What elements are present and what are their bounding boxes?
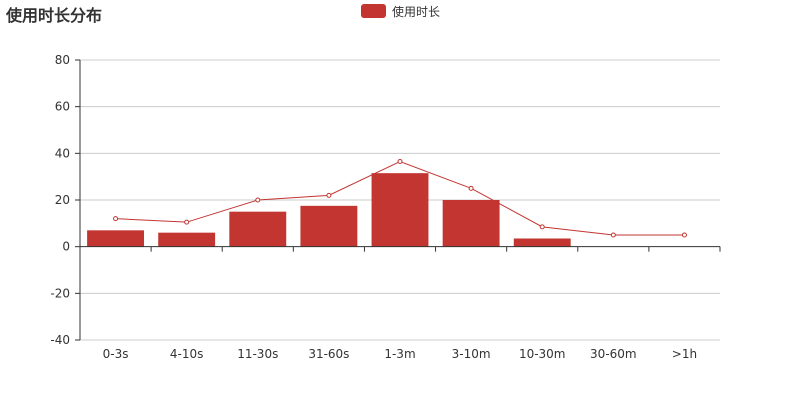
bar [442,200,500,247]
legend-label[interactable]: 使用时长 [392,4,440,19]
bar [229,211,287,247]
legend-swatch[interactable] [361,4,386,18]
line-point [326,192,332,198]
x-tick-label: 1-3m [384,347,415,361]
line-point [681,232,687,238]
x-tick-label: 11-30s [237,347,278,361]
line-point [468,185,474,191]
line-series [113,159,687,238]
bar [513,238,571,247]
x-tick-label: >1h [672,347,697,361]
y-tick-label: 0 [62,240,70,254]
line-point [397,159,403,164]
y-tick-label: -20 [50,286,70,300]
x-tick-label: 30-60m [590,347,637,361]
line-point [184,219,190,225]
y-tick-label: 60 [55,100,70,114]
chart-title: 使用时长分布 [6,6,103,25]
x-tick-label: 31-60s [308,347,349,361]
line-point [255,197,261,203]
bar [158,232,216,247]
x-tick-label: 10-30m [519,347,566,361]
y-tick-label: 20 [55,193,70,207]
bar-series [87,173,571,247]
legend[interactable]: 使用时长 [361,4,440,19]
y-tick-label: 40 [55,146,70,160]
line-point [610,232,616,238]
bar [87,230,144,247]
x-axis: 0-3s 4-10s 11-30s 31-60s 1-3m 3-10m 10-30m 30-6… [79,246,721,361]
line-point [539,224,545,230]
y-axis: 80 60 40 20 0 -20 -40 [50,53,81,347]
y-tick-label: -40 [50,333,70,347]
line-point [113,216,119,222]
x-tick-label: 4-10s [170,347,204,361]
x-tick-label: 0-3s [103,347,129,361]
bar [300,205,358,247]
bar [371,173,429,247]
x-tick-label: 3-10m [452,347,491,361]
y-tick-label: 80 [55,53,70,67]
